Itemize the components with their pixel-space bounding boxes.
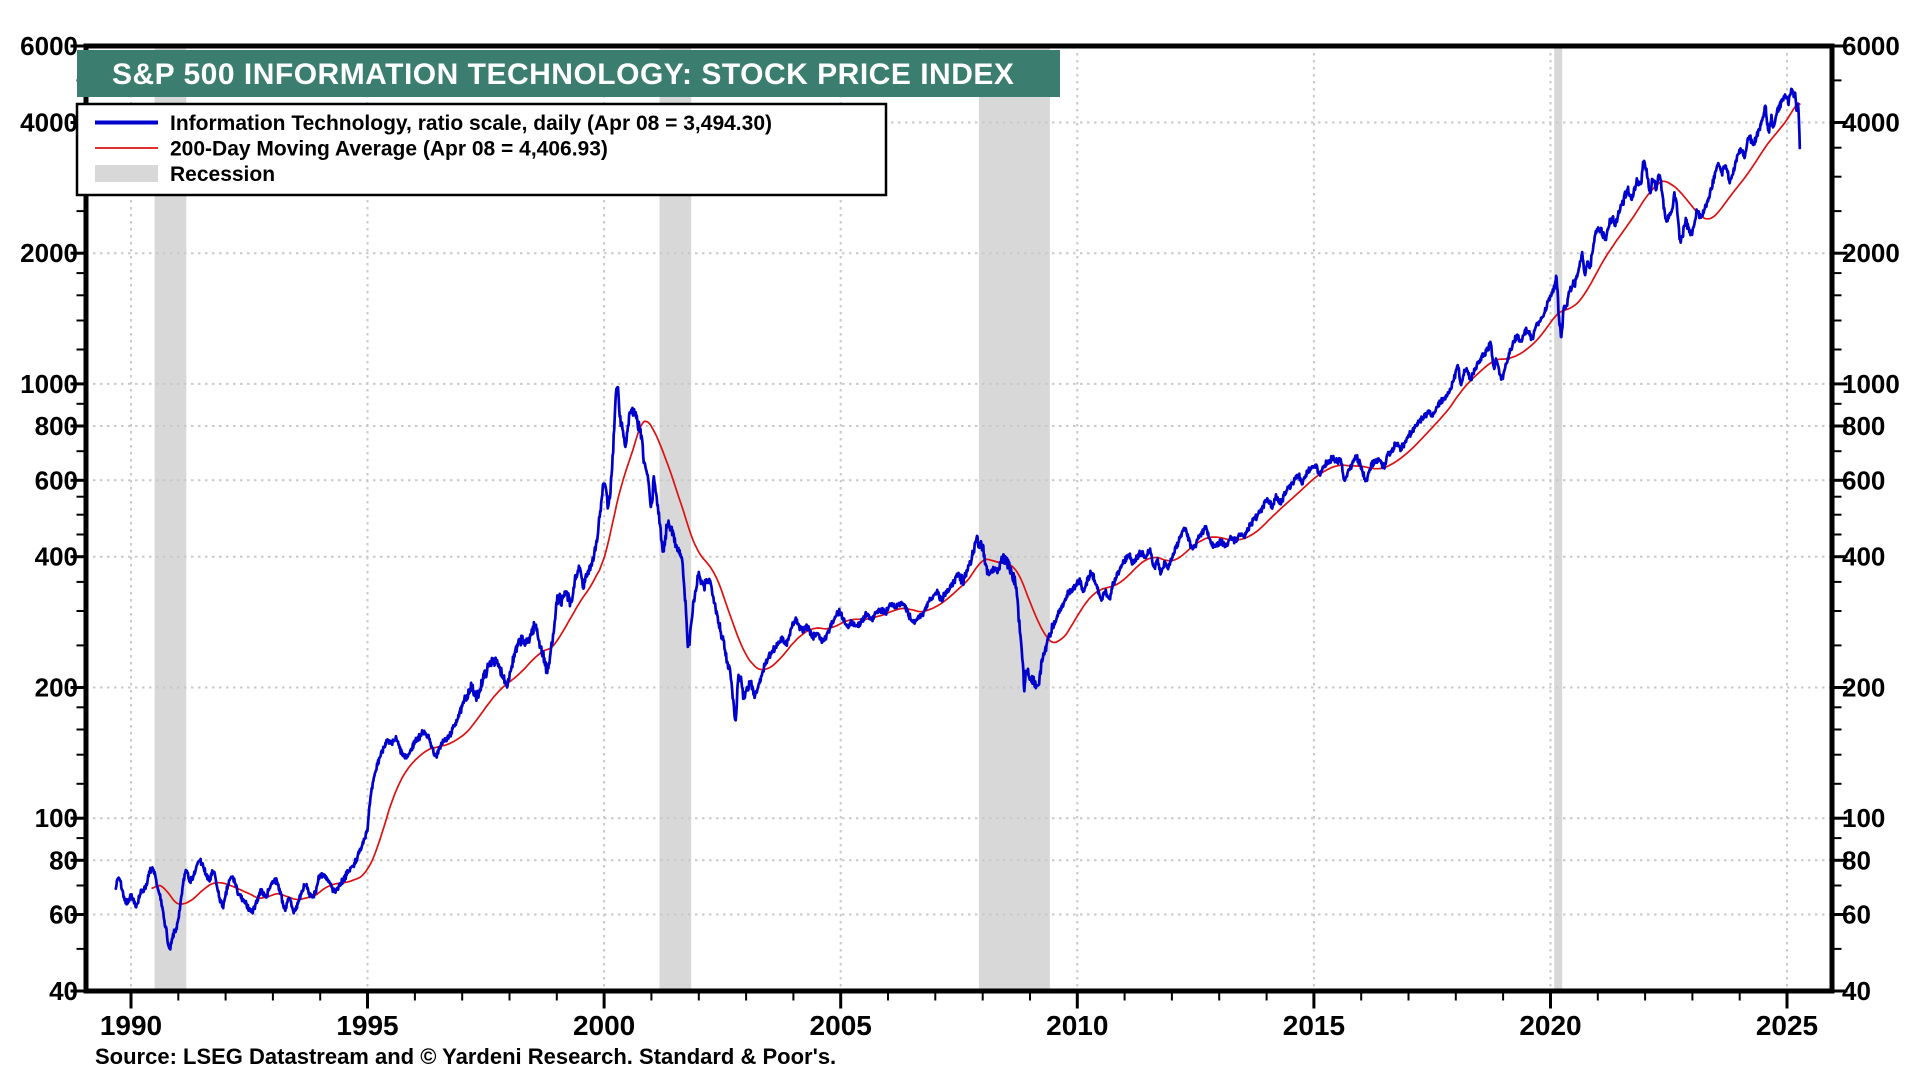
x-axis-tick-label: 2015 bbox=[1283, 1010, 1345, 1041]
recession-band bbox=[978, 46, 1050, 991]
axis-labels: 40 40 60 60 80 80 100 100 200 200 400 400 600 600 800 8… bbox=[20, 31, 1900, 1041]
y-axis-tick-label: 1000 bbox=[1842, 369, 1900, 399]
plot-border bbox=[83, 43, 1835, 994]
y-axis-tick-label: 2000 bbox=[1842, 238, 1900, 268]
y-axis-tick-label: 2000 bbox=[20, 238, 78, 268]
price-line bbox=[114, 87, 1802, 951]
y-axis-tick-label: 4000 bbox=[20, 108, 78, 138]
y-axis-tick-label: 80 bbox=[49, 845, 78, 875]
y-axis-tick-label: 400 bbox=[35, 542, 78, 572]
legend-box bbox=[75, 102, 888, 197]
ma-line bbox=[151, 102, 1801, 905]
title-banner: S&P 500 INFORMATION TECHNOLOGY: STOCK PR… bbox=[77, 50, 1060, 97]
chart-title: S&P 500 INFORMATION TECHNOLOGY: STOCK PR… bbox=[112, 58, 1014, 91]
y-axis-tick-label: 40 bbox=[49, 976, 78, 1006]
y-axis-tick-label: 200 bbox=[1842, 673, 1885, 703]
x-axis-tick-label: 1990 bbox=[100, 1010, 162, 1041]
y-axis-tick-label: 200 bbox=[35, 673, 78, 703]
x-axis-tick-label: 2025 bbox=[1756, 1010, 1818, 1041]
y-axis-tick-label: 100 bbox=[1842, 803, 1885, 833]
y-axis-tick-label: 600 bbox=[1842, 465, 1885, 495]
recession-swatch bbox=[95, 165, 158, 182]
y-axis-tick-label: 4000 bbox=[1842, 108, 1900, 138]
legend-label-recession: Recession bbox=[170, 163, 275, 186]
recession-band bbox=[1554, 46, 1563, 991]
title-banner-background bbox=[77, 50, 1060, 97]
axis-ticks bbox=[70, 44, 1848, 1009]
y-axis-tick-label: 6000 bbox=[20, 31, 78, 61]
y-axis-tick-label: 60 bbox=[1842, 900, 1871, 930]
y-axis-tick-label: 6000 bbox=[1842, 31, 1900, 61]
x-axis-tick-label: 2005 bbox=[810, 1010, 872, 1041]
y-axis-tick-label: 800 bbox=[1842, 411, 1885, 441]
x-axis-tick-label: 2010 bbox=[1046, 1010, 1108, 1041]
y-axis-tick-label: 40 bbox=[1842, 976, 1871, 1006]
y-axis-tick-label: 1000 bbox=[20, 369, 78, 399]
recession-band bbox=[154, 46, 187, 991]
legend: Information Technology, ratio scale, dai… bbox=[75, 102, 888, 197]
y-axis-tick-label: 400 bbox=[1842, 542, 1885, 572]
y-axis-tick-label: 100 bbox=[35, 803, 78, 833]
y-axis-tick-label: 80 bbox=[1842, 845, 1871, 875]
x-axis-tick-label: 2000 bbox=[573, 1010, 635, 1041]
y-axis-tick-label: 60 bbox=[49, 900, 78, 930]
y-axis-tick-label: 800 bbox=[35, 411, 78, 441]
y-axis-tick-label: 600 bbox=[35, 465, 78, 495]
legend-label-ma: 200-Day Moving Average (Apr 08 = 4,406.9… bbox=[170, 138, 608, 161]
x-axis-tick-label: 2020 bbox=[1519, 1010, 1581, 1041]
source-note: Source: LSEG Datastream and © Yardeni Re… bbox=[95, 1044, 836, 1069]
x-axis-tick-label: 1995 bbox=[336, 1010, 398, 1041]
legend-label-price: Information Technology, ratio scale, dai… bbox=[170, 112, 772, 135]
